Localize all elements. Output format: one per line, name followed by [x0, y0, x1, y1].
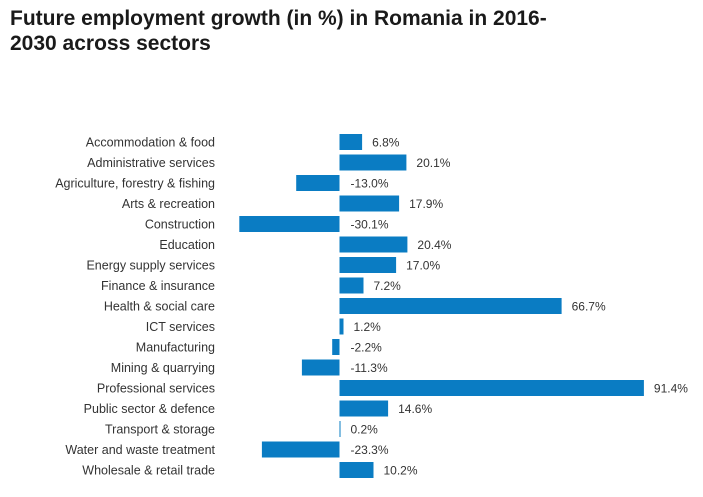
chart-title: Future employment growth (in %) in Roman…	[10, 7, 547, 55]
bar	[301, 359, 340, 376]
value-label: -11.3%	[351, 361, 388, 375]
value-label: -30.1%	[351, 218, 389, 232]
value-label: -13.0%	[351, 177, 389, 191]
category-label: Mining & quarrying	[111, 361, 215, 375]
bar	[339, 195, 400, 212]
bar	[261, 441, 340, 458]
category-label: Energy supply services	[86, 259, 215, 273]
value-label: -23.3%	[351, 443, 389, 457]
value-label: 66.7%	[572, 300, 606, 314]
value-label: 10.2%	[384, 464, 418, 478]
category-label: Public sector & defence	[84, 402, 215, 416]
category-label: Accommodation & food	[86, 136, 215, 150]
category-label: Construction	[145, 218, 215, 232]
bar	[339, 318, 344, 335]
value-label: 6.8%	[372, 136, 400, 150]
bars	[239, 134, 644, 478]
bar	[339, 380, 644, 396]
bar	[339, 462, 374, 478]
category-label: ICT services	[146, 320, 215, 334]
value-label: -2.2%	[351, 341, 383, 355]
category-label: Water and waste treatment	[65, 443, 215, 457]
category-label: Professional services	[97, 382, 215, 396]
bar	[239, 216, 340, 232]
value-label: 0.2%	[351, 423, 379, 437]
category-label: Finance & insurance	[101, 279, 215, 293]
category-label: Health & social care	[104, 300, 215, 314]
category-label: Arts & recreation	[122, 197, 215, 211]
category-labels: Accommodation & food Administrative servi…	[55, 136, 215, 478]
bar	[339, 277, 364, 294]
value-label: 91.4%	[654, 382, 688, 396]
value-label: 14.6%	[398, 402, 432, 416]
value-label: 17.0%	[406, 259, 440, 273]
category-label: Education	[159, 238, 215, 252]
value-label: 20.4%	[417, 238, 451, 252]
bar	[339, 400, 389, 417]
value-labels: 6.8% 20.1% -13.0% 17.9% -30.1% 20.4% 17.0% 7.2%…	[351, 136, 689, 478]
value-label: 1.2%	[354, 320, 382, 334]
bar	[332, 339, 340, 355]
bar	[339, 298, 562, 314]
category-label: Manufacturing	[136, 341, 215, 355]
bar	[339, 134, 363, 150]
bar	[339, 421, 341, 437]
bar	[339, 236, 408, 253]
bar	[296, 175, 340, 191]
value-label: 7.2%	[374, 279, 402, 293]
bar	[339, 257, 397, 273]
category-label: Transport & storage	[105, 423, 215, 437]
value-label: 20.1%	[416, 156, 450, 170]
value-label: 17.9%	[409, 197, 443, 211]
category-label: Wholesale & retail trade	[82, 464, 215, 478]
bar	[339, 154, 407, 171]
category-label: Agriculture, forestry & fishing	[55, 177, 215, 191]
category-label: Administrative services	[87, 156, 215, 170]
